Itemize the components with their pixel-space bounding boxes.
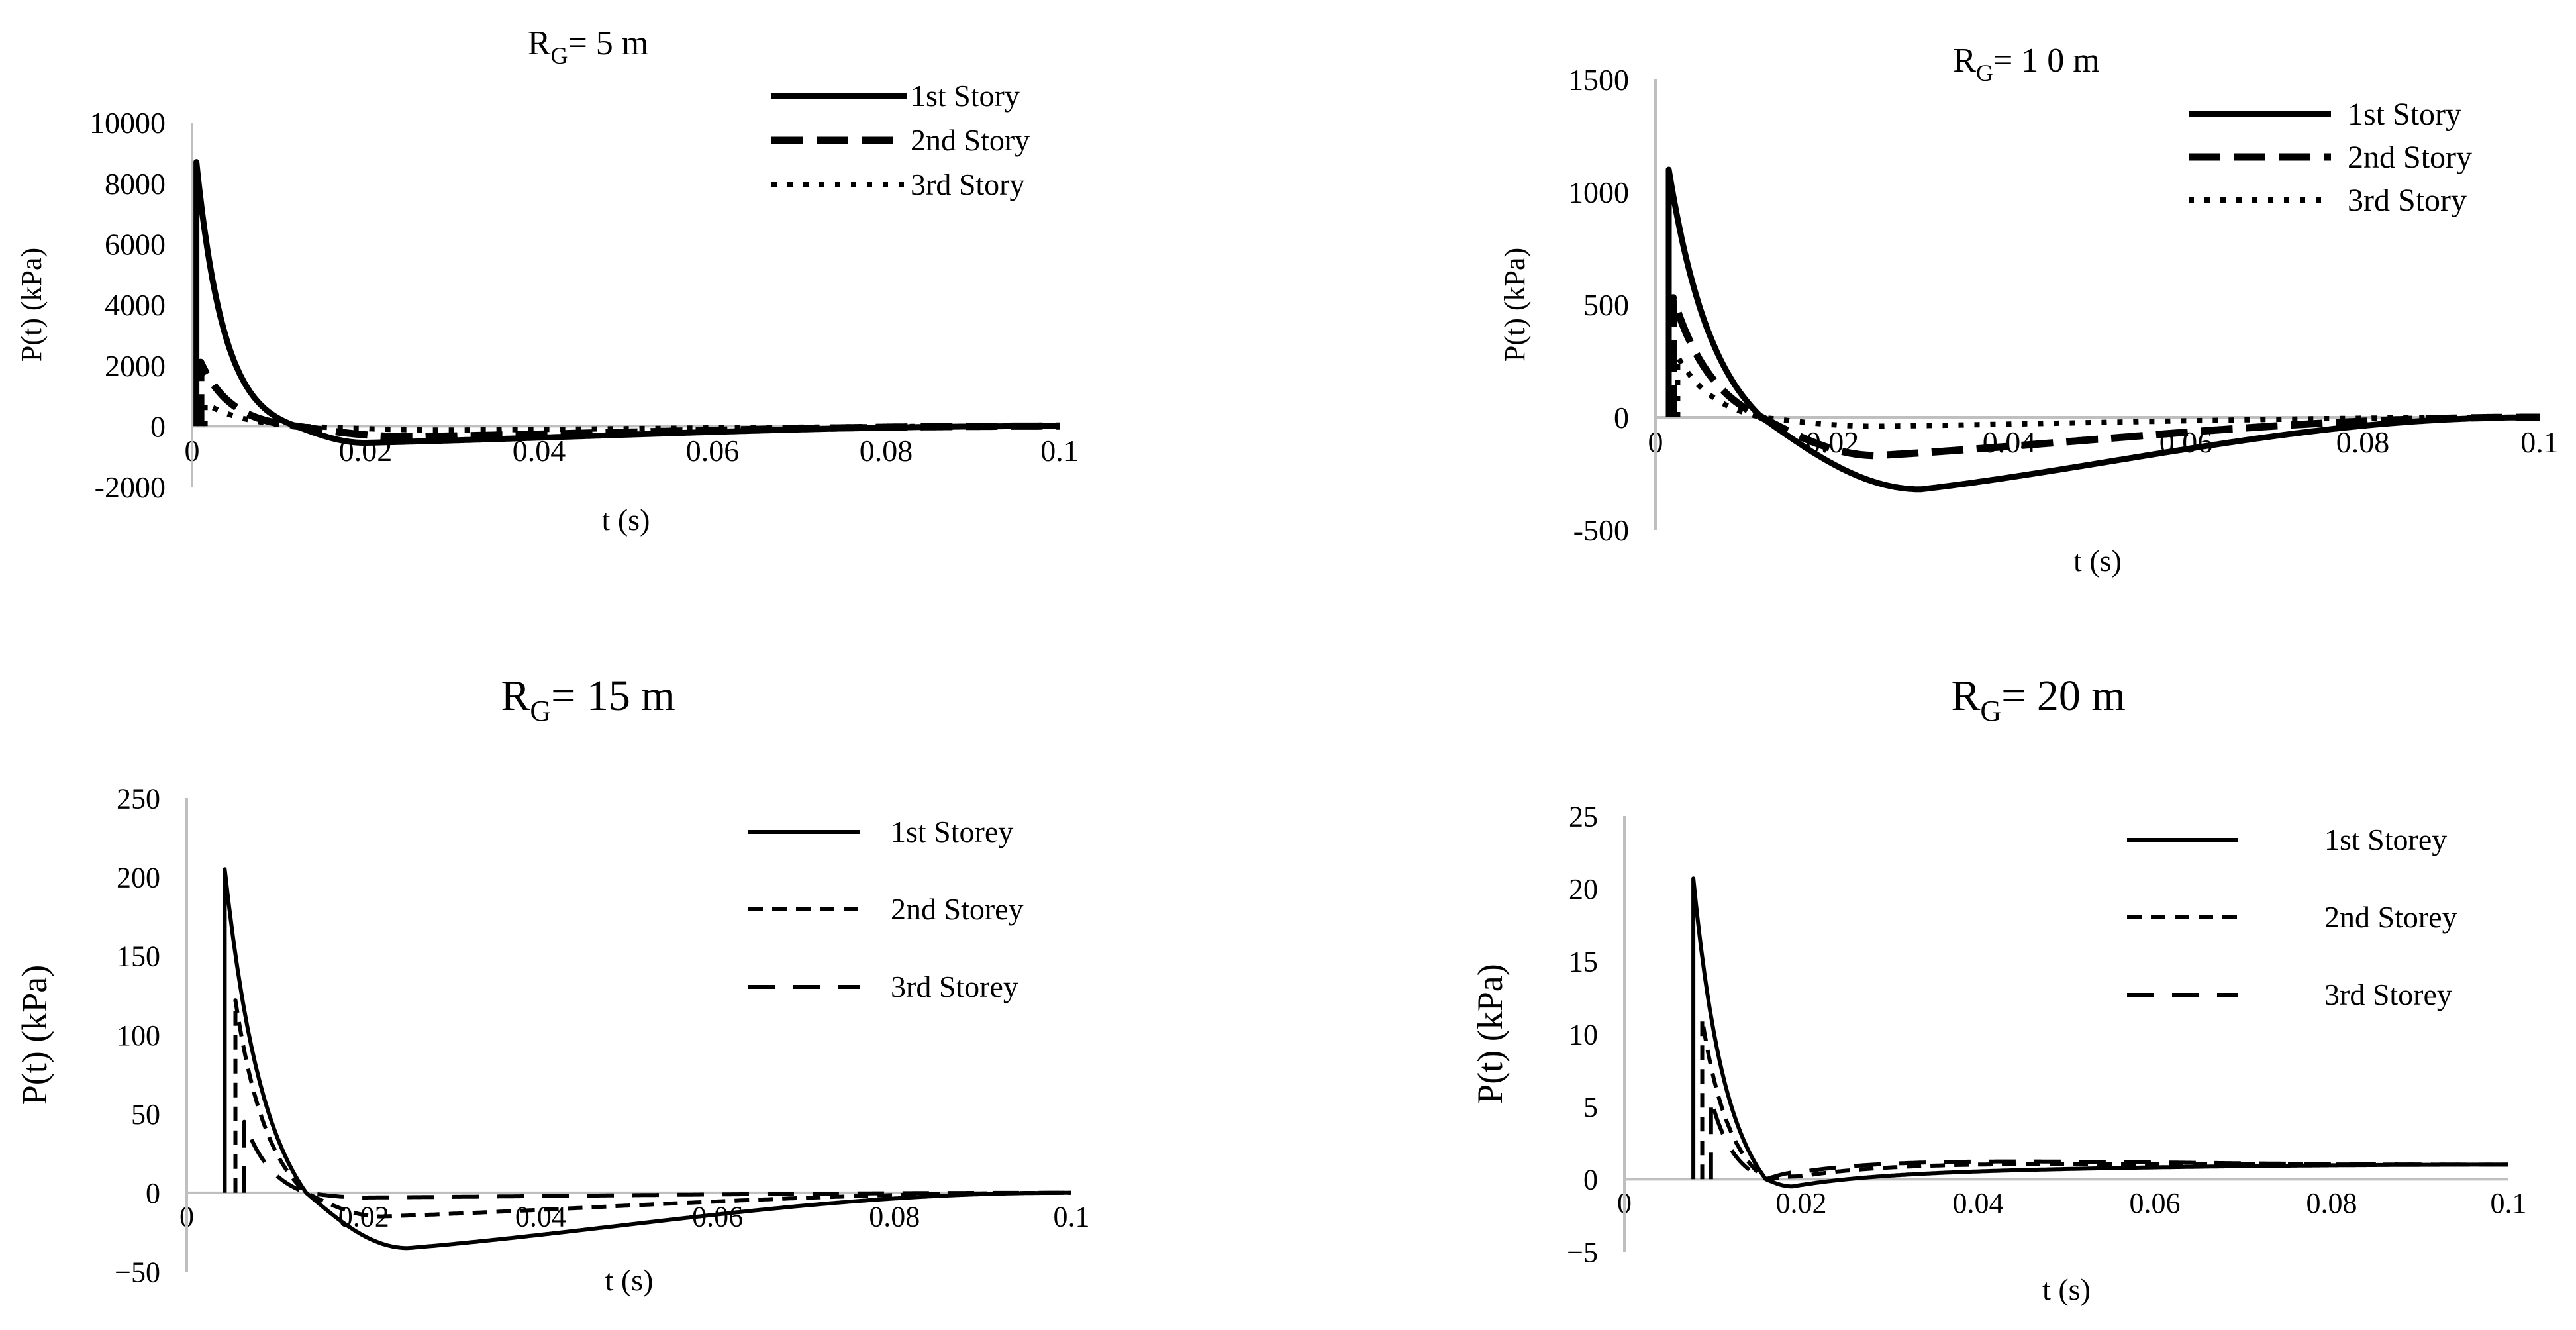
- y-tick-labels: −50 0 50 100 150 200 250: [115, 782, 160, 1288]
- legend-label: 2nd Storey: [2324, 900, 2457, 934]
- y-tick-label: 0: [146, 1177, 160, 1209]
- series-line-2: [197, 358, 1062, 440]
- x-tick-label: 0.04: [515, 1200, 566, 1233]
- y-tick-label: -2000: [95, 470, 166, 504]
- y-tick-label: 0: [150, 409, 166, 443]
- title-subscript: G: [1980, 695, 2001, 727]
- legend-label: 1st Storey: [891, 815, 1013, 848]
- y-tick-label: 100: [117, 1019, 160, 1052]
- y-tick-labels: −5 0 5 10 15 20 25: [1567, 800, 1598, 1268]
- x-tick-label: 0.08: [2306, 1187, 2357, 1219]
- x-axis-label: t (s): [2042, 1272, 2091, 1306]
- chart-title: RG= 20 m: [1951, 672, 2125, 727]
- y-tick-label: 2000: [105, 349, 166, 383]
- legend-label: 1st Storey: [2324, 823, 2447, 856]
- y-tick-label: 0: [1583, 1164, 1598, 1196]
- x-tick-labels: 00.020.040.060.080.1: [179, 1200, 1090, 1233]
- x-tick-label: 0.02: [1776, 1187, 1827, 1219]
- series-line-3: [242, 1119, 1072, 1200]
- x-tick-label: 0.06: [2130, 1187, 2181, 1219]
- legend-label: 2nd Story: [2348, 140, 2472, 175]
- y-tick-label: 5: [1583, 1091, 1598, 1123]
- y-tick-label: −5: [1567, 1236, 1598, 1268]
- y-tick-label: 15: [1569, 946, 1598, 978]
- y-tick-label: 25: [1569, 800, 1598, 833]
- x-axis-label: t (s): [2073, 544, 2122, 578]
- x-tick-label: 0.1: [2491, 1187, 2527, 1219]
- legend: 1st Storey 2nd Storey 3rd Storey: [748, 815, 1024, 1003]
- x-tick-label: 0.08: [860, 434, 913, 468]
- series-line-1: [223, 867, 1072, 1251]
- y-tick-label: 250: [117, 782, 160, 815]
- x-tick-label: 0.04: [1953, 1187, 2004, 1219]
- y-tick-label: 1000: [1568, 176, 1629, 209]
- y-tick-label: −50: [115, 1256, 160, 1288]
- x-axis-label: t (s): [605, 1263, 654, 1297]
- x-tick-label: 0.1: [1054, 1200, 1090, 1233]
- y-tick-label: 200: [117, 862, 160, 894]
- x-tick-label: 0.1: [2520, 425, 2559, 459]
- y-tick-labels: -2000 0 2000 4000 6000 8000 10000: [89, 106, 166, 504]
- series-line-2: [1669, 294, 2542, 460]
- y-tick-label: 1500: [1568, 63, 1629, 97]
- series-line-2: [233, 998, 1072, 1219]
- y-tick-label: 8000: [105, 167, 166, 201]
- title-subscript: G: [530, 695, 551, 727]
- legend: 1st Story 2nd Story 3rd Story: [771, 79, 1030, 201]
- legend: 1st Storey 2nd Storey 3rd Storey: [2127, 823, 2457, 1011]
- legend-label: 3rd Story: [2348, 183, 2467, 218]
- title-subscript: G: [1976, 60, 1993, 86]
- y-tick-label: 10: [1569, 1018, 1598, 1050]
- y-tick-label: 150: [117, 941, 160, 973]
- legend-label: 2nd Story: [911, 123, 1030, 157]
- y-tick-label: -500: [1573, 513, 1629, 547]
- legend-label: 3rd Story: [911, 168, 1025, 201]
- y-tick-label: 4000: [105, 288, 166, 322]
- series-line-3: [1675, 354, 2541, 429]
- x-tick-label: 0.1: [1040, 434, 1079, 468]
- x-tick-label: 0.08: [869, 1200, 920, 1233]
- chart-title: RG= 1 0 m: [1953, 42, 2099, 86]
- chart-panel-rg-20m: RG= 20 m −5 0 5 10 15 20 25 0 0.02 0.04 0.06 0.08 0…: [1470, 672, 2527, 1306]
- legend-label: 3rd Storey: [2324, 978, 2452, 1011]
- y-tick-label: 500: [1583, 288, 1629, 322]
- y-axis-label: P(t) (kPa): [15, 248, 48, 362]
- y-tick-labels: -500 0 500 1000 1500: [1568, 63, 1629, 547]
- legend-label: 2nd Storey: [891, 892, 1024, 926]
- y-tick-label: 0: [1614, 401, 1629, 435]
- x-axis-label: t (s): [602, 503, 650, 537]
- y-axis-label: P(t) (kPa): [15, 965, 54, 1105]
- series-line-3: [1709, 1097, 2509, 1182]
- legend-label: 1st Story: [2348, 97, 2461, 132]
- x-tick-label: 0.06: [686, 434, 740, 468]
- legend: 1st Story 2nd Story 3rd Story: [2189, 97, 2472, 218]
- chart-panel-rg-5m: RG= 5 m -2000 0 2000 4000 6000 8000 10000 0 0.0…: [15, 25, 1079, 537]
- title-subscript: G: [550, 42, 568, 69]
- chart-title: RG= 5 m: [528, 25, 648, 69]
- x-tick-label: 0.08: [2336, 425, 2390, 459]
- y-axis-label: P(t) (kPa): [1470, 964, 1510, 1103]
- y-tick-label: 6000: [105, 227, 166, 261]
- chart-title: RG= 15 m: [501, 672, 675, 727]
- y-axis-label: P(t) (kPa): [1499, 248, 1531, 362]
- y-tick-label: 50: [131, 1098, 160, 1131]
- legend-label: 1st Story: [911, 79, 1020, 113]
- y-tick-label: 20: [1569, 873, 1598, 905]
- y-tick-label: 10000: [89, 106, 166, 140]
- legend-label: 3rd Storey: [891, 970, 1018, 1003]
